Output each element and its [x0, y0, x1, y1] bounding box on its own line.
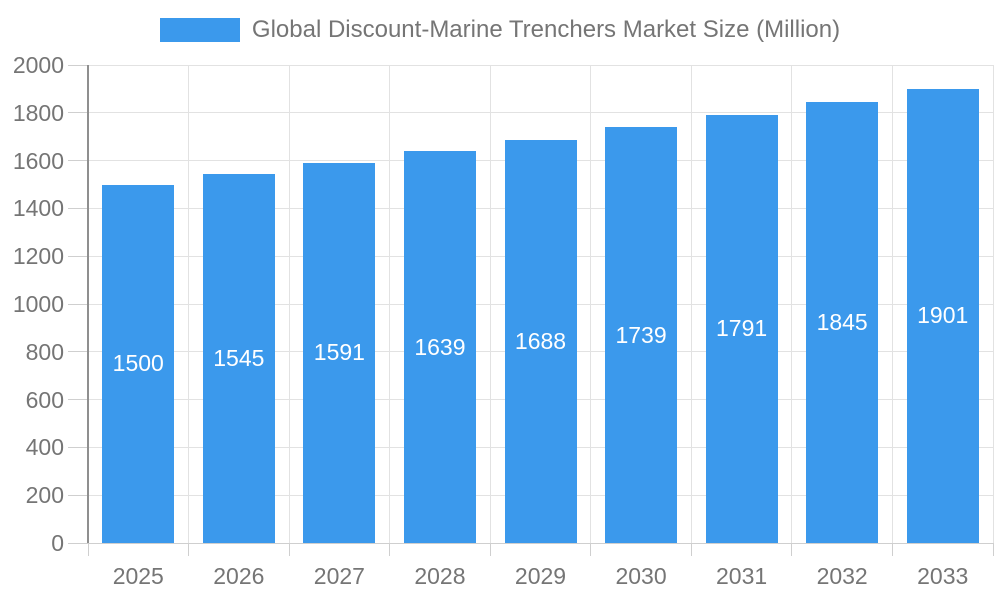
- bar-value-label: 1739: [615, 321, 667, 348]
- x-axis-tick: [891, 543, 893, 556]
- y-axis-tick: [68, 542, 88, 544]
- bar[interactable]: 1901: [906, 88, 979, 543]
- bar-value-label: 1845: [816, 309, 868, 335]
- v-gridline: [489, 65, 491, 543]
- y-axis-tick: [68, 399, 88, 401]
- y-axis-label: 800: [25, 338, 64, 365]
- x-axis-label: 2027: [313, 563, 365, 589]
- x-axis-tick: [389, 543, 391, 556]
- bar-value-label: 1688: [514, 327, 567, 354]
- y-axis-tick: [68, 160, 88, 162]
- y-axis-line: [87, 65, 89, 543]
- y-axis-tick: [68, 494, 88, 496]
- y-axis-label: 1400: [12, 195, 64, 222]
- v-gridline: [791, 65, 793, 543]
- x-axis-label: 2028: [414, 563, 466, 589]
- x-axis-label: 2026: [213, 563, 265, 589]
- y-axis-label: 400: [25, 434, 64, 461]
- y-axis-label: 1800: [12, 99, 64, 126]
- x-axis-label: 2030: [615, 563, 667, 589]
- bar-value-label: 1901: [917, 302, 969, 329]
- x-axis-label: 2031: [716, 563, 768, 589]
- y-axis-label: 200: [25, 482, 64, 509]
- x-axis-tick: [590, 543, 592, 556]
- bar[interactable]: 1545: [202, 173, 275, 543]
- x-axis-line: [88, 542, 993, 544]
- v-gridline: [188, 65, 190, 543]
- bar[interactable]: 1688: [504, 139, 577, 543]
- legend-label: Global Discount-Marine Trenchers Market …: [251, 16, 841, 43]
- bar-value-label: 1639: [414, 333, 466, 360]
- bar-value-label: 1791: [716, 315, 768, 342]
- x-axis-label: 2025: [112, 563, 164, 589]
- x-axis-tick: [791, 543, 793, 556]
- y-axis-label: 600: [25, 386, 64, 413]
- bar[interactable]: 1500: [102, 184, 175, 543]
- x-axis-label: 2029: [514, 563, 567, 589]
- bar[interactable]: 1639: [403, 151, 476, 543]
- bar[interactable]: 1591: [303, 162, 376, 543]
- y-axis-label: 0: [51, 530, 64, 556]
- x-axis-tick: [87, 543, 89, 556]
- y-axis-label: 1000: [12, 291, 64, 317]
- v-gridline: [891, 65, 893, 543]
- bar[interactable]: 1739: [605, 127, 678, 543]
- y-axis-label: 2000: [12, 52, 64, 78]
- legend-swatch-icon: [159, 18, 240, 42]
- x-axis-tick: [489, 543, 491, 556]
- x-axis-tick: [288, 543, 290, 556]
- v-gridline: [590, 65, 592, 543]
- y-axis-tick: [68, 207, 88, 209]
- y-axis-tick: [68, 351, 88, 353]
- x-axis-label: 2032: [816, 563, 868, 589]
- bar-value-label: 1545: [213, 344, 265, 371]
- y-axis-tick: [68, 255, 88, 257]
- x-axis-tick: [188, 543, 190, 556]
- y-axis-tick: [68, 446, 88, 448]
- x-axis-label: 2033: [917, 563, 969, 589]
- h-gridline: [88, 112, 993, 114]
- v-gridline: [992, 65, 994, 543]
- bar[interactable]: 1791: [705, 114, 778, 543]
- y-axis-tick: [68, 64, 88, 66]
- bar[interactable]: 1845: [806, 102, 879, 543]
- v-gridline: [288, 65, 290, 543]
- y-axis-label: 1600: [12, 147, 64, 174]
- x-axis-tick: [690, 543, 692, 556]
- v-gridline: [690, 65, 692, 543]
- y-axis-tick: [68, 303, 88, 305]
- bar-value-label: 1591: [313, 339, 365, 366]
- x-axis-tick: [992, 543, 994, 556]
- legend[interactable]: Global Discount-Marine Trenchers Market …: [0, 14, 1000, 46]
- bar-value-label: 1500: [112, 350, 164, 377]
- h-gridline: [88, 64, 993, 66]
- v-gridline: [389, 65, 391, 543]
- y-axis-label: 1200: [12, 243, 64, 270]
- y-axis-tick: [68, 112, 88, 114]
